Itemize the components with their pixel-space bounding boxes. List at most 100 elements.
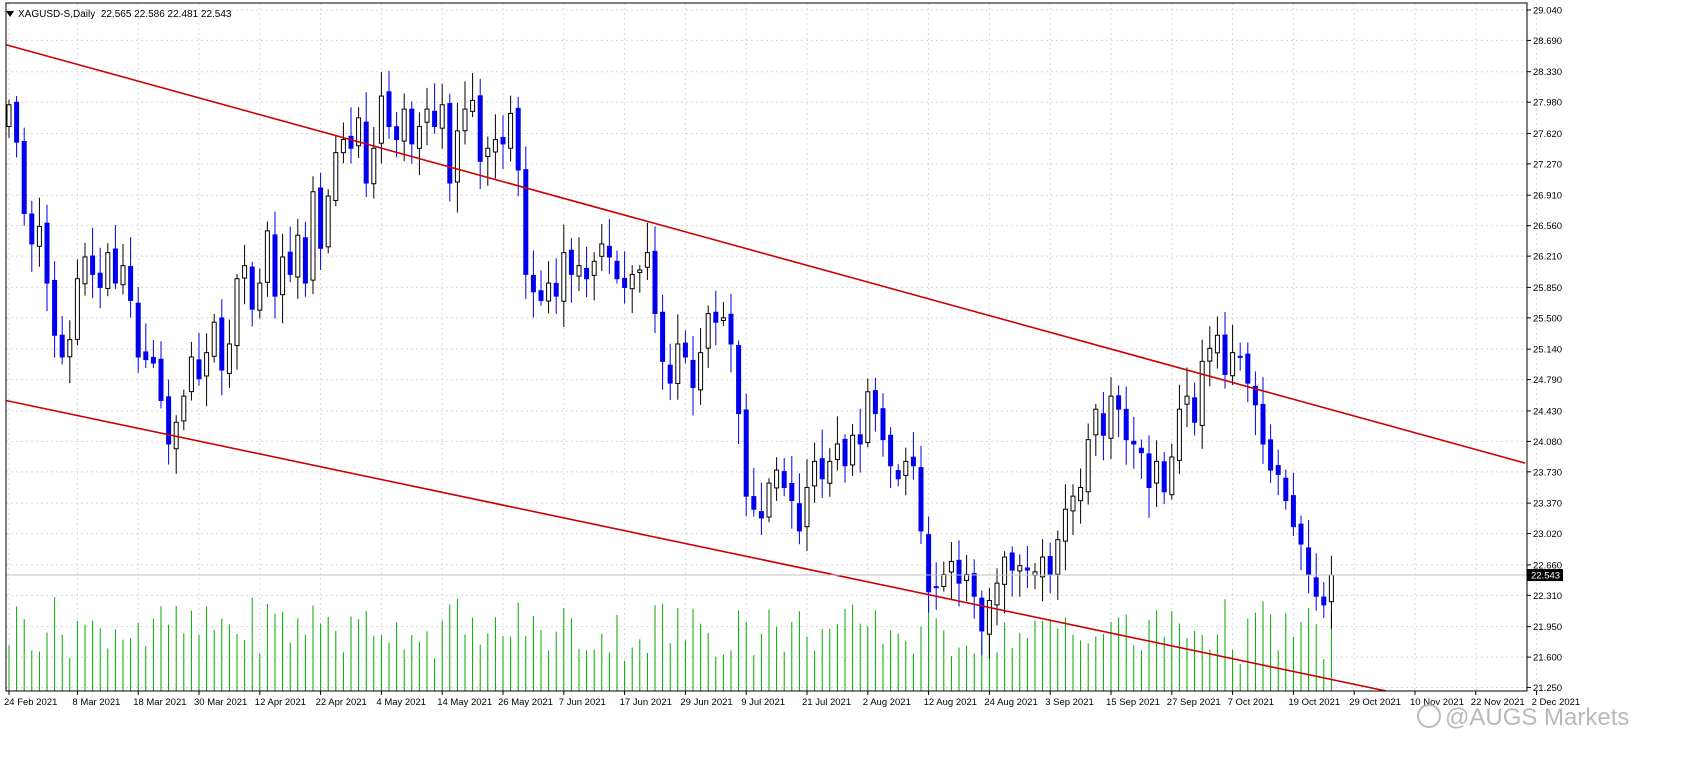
candle-body [606, 245, 612, 258]
candle-body [348, 135, 354, 149]
candle-body [1328, 574, 1334, 603]
candle [1306, 520, 1312, 594]
candle-body [948, 560, 954, 573]
candle-body [97, 272, 103, 288]
candle-body [956, 559, 962, 584]
candle-body [781, 471, 787, 488]
candle-body [903, 460, 909, 476]
candle [910, 432, 916, 480]
candle [553, 258, 559, 314]
candle-body [774, 469, 780, 489]
candle [1093, 403, 1099, 456]
candle-body [622, 277, 628, 288]
candle [705, 305, 711, 368]
candle-body [409, 108, 415, 145]
candle-body [857, 434, 863, 445]
time-tick-label: 10 Nov 2021 [1410, 697, 1464, 708]
candle [272, 211, 278, 319]
candle-body [1093, 408, 1099, 436]
volume-bars [8, 597, 1332, 691]
candle-body [1207, 347, 1213, 362]
price-tick-label: 23.730 [1533, 467, 1562, 478]
trendlines[interactable] [5, 43, 1526, 692]
candle [842, 434, 848, 483]
candle-body [1268, 439, 1274, 471]
candle [941, 561, 947, 592]
price-tick-label: 24.080 [1533, 437, 1562, 448]
candle [325, 189, 331, 254]
candle [1131, 416, 1137, 469]
candle-body [705, 313, 711, 349]
candle-body [416, 126, 422, 149]
dropdown-triangle-icon[interactable] [6, 11, 14, 18]
candle [401, 93, 407, 162]
candle [1055, 530, 1061, 600]
candle-body [561, 252, 567, 302]
candle-body [1275, 465, 1281, 475]
candle-body [1108, 395, 1114, 439]
time-tick-label: 26 May 2021 [498, 697, 553, 708]
channel-lower-line[interactable] [5, 399, 1387, 692]
candle [561, 224, 567, 327]
candle-body [682, 342, 688, 358]
candle [394, 112, 400, 158]
candle [986, 587, 992, 659]
candle-body [401, 108, 407, 142]
price-tick-label: 24.790 [1533, 375, 1562, 386]
candle [523, 146, 529, 299]
candle-body [675, 343, 681, 385]
candle-body [181, 395, 187, 422]
candle-body [333, 152, 339, 201]
price-axis[interactable]: 21.250 21.600 21.950 22.310 22.660 23.020 23.3… [1527, 5, 1563, 694]
candle [1245, 342, 1251, 403]
candle [356, 107, 362, 158]
candle [1123, 386, 1129, 465]
time-tick-label: 29 Jun 2021 [680, 697, 732, 708]
candle [994, 568, 1000, 626]
candle [804, 459, 810, 551]
candle-body [576, 265, 582, 277]
time-tick-label: 7 Oct 2021 [1228, 697, 1274, 708]
candle [1176, 384, 1182, 474]
channel-upper-line[interactable] [5, 43, 1526, 464]
candle-body [219, 317, 225, 371]
candle [447, 93, 453, 202]
price-tick-label: 23.370 [1533, 499, 1562, 510]
candle-body [720, 317, 726, 322]
candle-body [789, 482, 795, 502]
candle-body [971, 572, 977, 597]
candle-body [888, 434, 894, 467]
price-tick-label: 27.270 [1533, 159, 1562, 170]
candle-body [523, 169, 529, 275]
candle [948, 542, 954, 601]
candle [774, 457, 780, 501]
candle [1009, 546, 1015, 597]
current-price-label: 22.543 [1531, 571, 1560, 582]
candle-body [462, 108, 468, 132]
candle [1192, 382, 1198, 436]
candle-body [941, 573, 947, 588]
candle [1085, 423, 1091, 505]
candle-body [1260, 403, 1266, 445]
price-tick-label: 21.250 [1533, 683, 1562, 694]
candle [318, 172, 324, 271]
candle-body [1017, 565, 1023, 572]
time-axis[interactable]: 24 Feb 2021 8 Mar 2021 18 Mar 2021 30 Mar 2… [4, 691, 1580, 708]
price-tick-label: 25.850 [1533, 283, 1562, 294]
candle [1138, 439, 1144, 479]
candle [926, 516, 932, 613]
candle [14, 95, 20, 158]
candle [188, 341, 194, 401]
price-tick-label: 22.310 [1533, 591, 1562, 602]
candle-body [204, 352, 210, 377]
candle [827, 448, 833, 497]
candle-body [1002, 556, 1008, 585]
candle [333, 135, 339, 207]
candle [120, 243, 126, 295]
candle [340, 122, 346, 164]
candle-body [485, 147, 491, 158]
candle-body [652, 250, 658, 315]
candle [1313, 553, 1319, 611]
candle-body [36, 226, 42, 247]
